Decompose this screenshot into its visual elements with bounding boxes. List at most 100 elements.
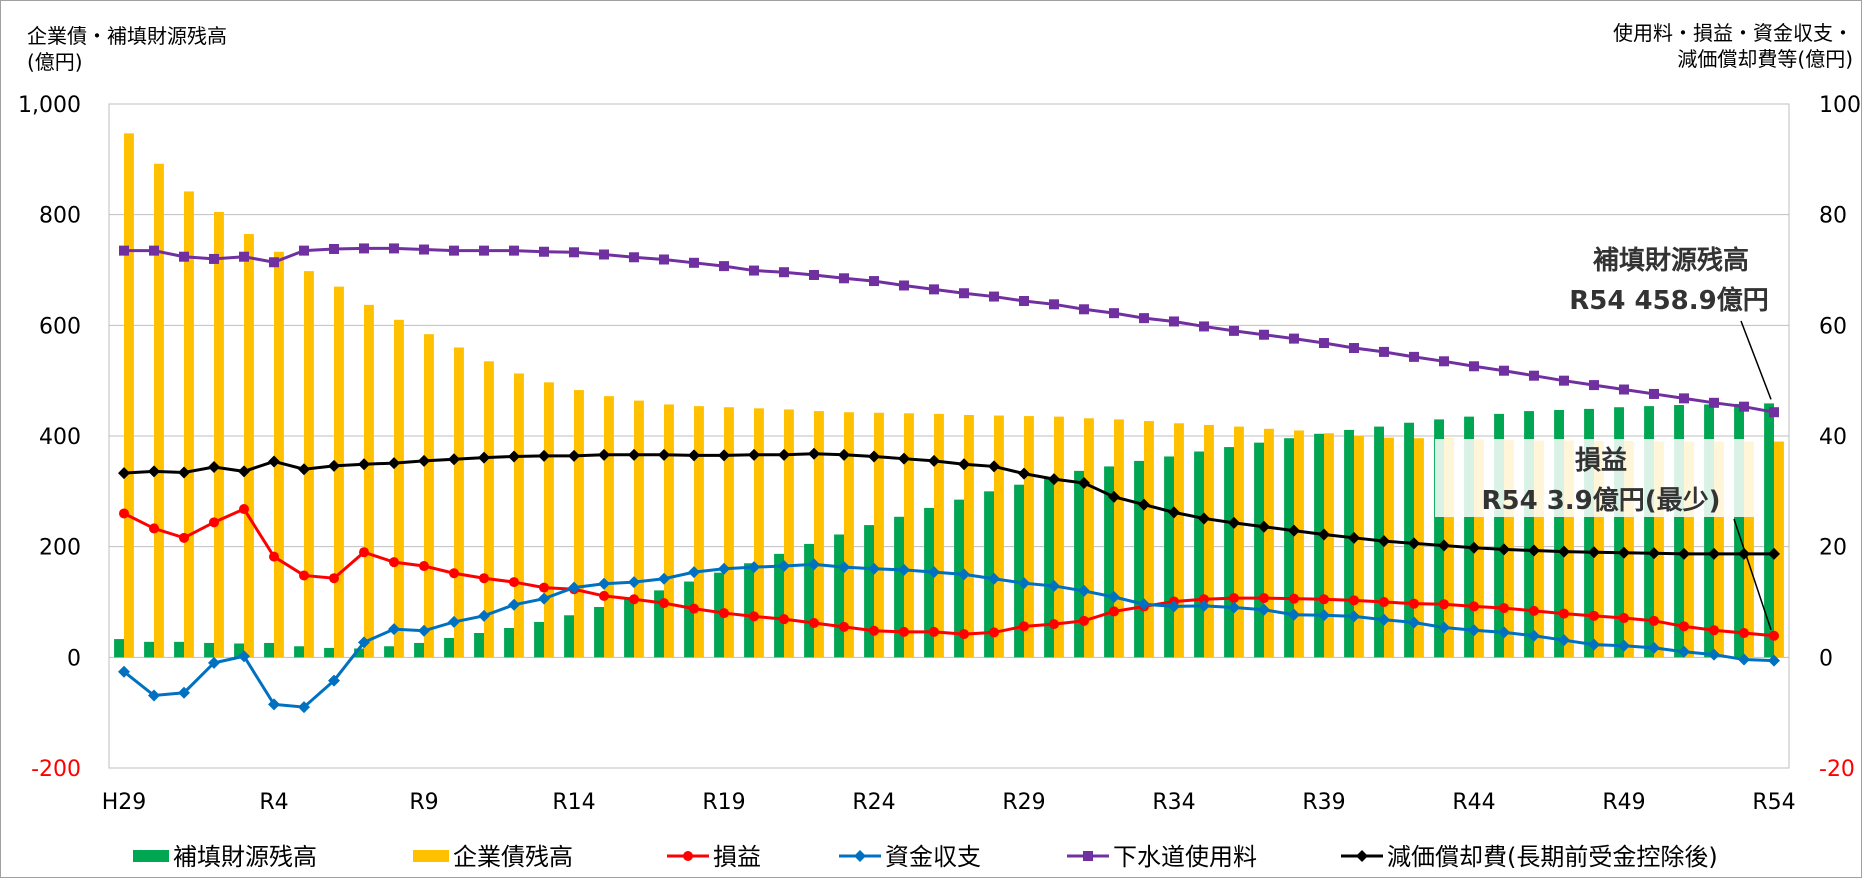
data-point [1018, 577, 1030, 590]
data-point [1049, 619, 1059, 630]
data-point [1318, 609, 1330, 622]
left-axis-tick-label: 0 [67, 646, 81, 671]
data-point [568, 581, 580, 594]
bar [454, 347, 464, 658]
data-point [1348, 610, 1360, 623]
data-point [599, 249, 609, 260]
data-point [1738, 653, 1750, 666]
data-point [239, 251, 249, 262]
bar [624, 598, 634, 658]
bar [1594, 440, 1604, 658]
data-point [1258, 603, 1270, 616]
data-point [1649, 388, 1659, 399]
bar [1254, 442, 1264, 658]
data-point [989, 291, 999, 302]
data-point [1588, 638, 1600, 651]
data-point [868, 562, 880, 575]
data-point [868, 450, 880, 463]
data-point [448, 453, 460, 466]
data-point [869, 276, 879, 287]
data-point [1289, 333, 1299, 344]
bar [904, 413, 914, 658]
bar [144, 641, 154, 658]
data-point [779, 614, 789, 625]
bar [1624, 440, 1634, 658]
data-point [1259, 329, 1269, 340]
bar [564, 615, 574, 658]
x-axis-tick-label: R34 [1152, 790, 1195, 815]
bar [1674, 405, 1684, 658]
bar [534, 621, 544, 658]
data-point [718, 449, 730, 462]
data-point [1438, 539, 1450, 552]
data-point [1648, 547, 1660, 560]
data-point [1498, 626, 1510, 639]
data-point [1078, 477, 1090, 490]
bar [334, 286, 344, 658]
bar [1384, 437, 1394, 658]
data-point [1528, 544, 1540, 557]
data-point [839, 621, 849, 632]
annotation-text: 補填財源残高 [1592, 245, 1749, 276]
bar [474, 632, 484, 658]
bar [1534, 440, 1544, 658]
bars-group [114, 133, 1784, 658]
data-point [149, 523, 159, 534]
bar [304, 271, 314, 658]
data-point [1588, 546, 1600, 559]
data-point [508, 598, 520, 611]
data-point [299, 245, 309, 256]
bar [1734, 403, 1744, 658]
data-point [1589, 380, 1599, 391]
data-point [988, 460, 1000, 473]
bar [234, 643, 244, 658]
data-point [1768, 654, 1780, 667]
data-point [1378, 535, 1390, 548]
data-point [1619, 613, 1629, 624]
legend: 補填財源残高 企業債残高 損益 資金収支 下水道使用料 減価償却費(長期前受金控除後) [133, 843, 1718, 871]
data-point [1768, 547, 1780, 560]
bar [634, 400, 644, 658]
data-point [1408, 616, 1420, 629]
data-point [988, 572, 1000, 585]
data-point [1709, 397, 1719, 408]
data-point [658, 448, 670, 461]
data-point [749, 265, 759, 276]
bar [1234, 426, 1244, 658]
data-point [1379, 597, 1389, 607]
data-point [1678, 547, 1690, 560]
bar [984, 491, 994, 658]
bar [264, 642, 274, 658]
left-axis-tick-label: 800 [39, 204, 81, 229]
bar [1324, 433, 1334, 658]
left-axis-tick-label: 1,000 [18, 93, 81, 118]
legend-swatch [413, 850, 449, 862]
data-point [118, 467, 130, 480]
data-point [1048, 579, 1060, 592]
right-axis-tick-label: 80 [1819, 204, 1847, 229]
data-point [238, 465, 250, 478]
data-point [1138, 498, 1150, 511]
legend-label: 下水道使用料 [1113, 843, 1257, 871]
data-point [478, 609, 490, 622]
data-point [598, 577, 610, 590]
data-point [599, 590, 609, 601]
bar [154, 163, 164, 658]
bar [484, 361, 494, 658]
data-point [749, 611, 759, 622]
data-point [1559, 608, 1569, 619]
data-point [1618, 639, 1630, 652]
annotation-leader [1733, 518, 1772, 630]
data-point [1288, 524, 1300, 537]
data-point [1618, 546, 1630, 559]
bar [1194, 451, 1204, 658]
data-point [628, 576, 640, 589]
data-point [1769, 407, 1779, 418]
bar [1414, 438, 1424, 658]
bar [1584, 408, 1594, 658]
bar [324, 647, 334, 658]
bar [124, 133, 134, 658]
bar [1354, 436, 1364, 658]
legend-label: 企業債残高 [453, 843, 573, 871]
x-axis-tick-label: R49 [1602, 790, 1645, 815]
